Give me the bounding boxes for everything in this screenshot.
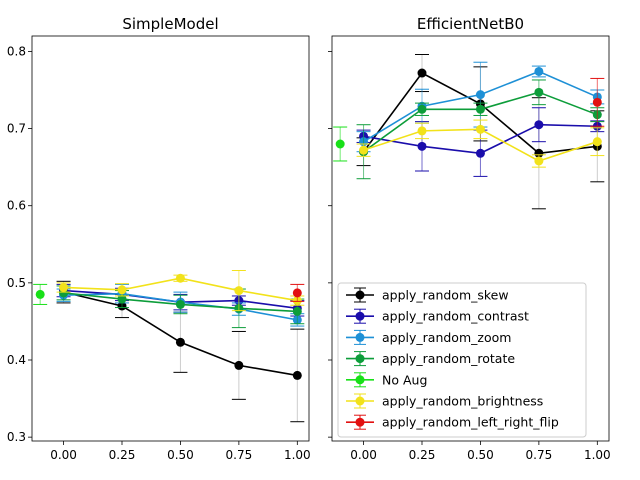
data-point <box>292 306 302 316</box>
data-point <box>534 156 544 166</box>
series-4 <box>333 126 348 162</box>
legend-marker <box>355 375 365 385</box>
y-tick-label: 0.6 <box>7 199 26 213</box>
legend-marker <box>355 354 365 364</box>
data-point <box>335 139 345 149</box>
data-point <box>175 273 185 283</box>
series-5 <box>56 270 305 312</box>
data-point <box>475 104 485 114</box>
legend-label: apply_random_rotate <box>382 351 515 366</box>
x-tick-label: 0.25 <box>409 448 436 462</box>
legend-entry: No Aug <box>346 372 427 388</box>
x-tick-label: 0.50 <box>167 448 194 462</box>
legend-label: apply_random_zoom <box>382 330 511 345</box>
x-tick-label: 1.00 <box>284 448 311 462</box>
series-4 <box>33 283 48 305</box>
data-point <box>534 148 544 158</box>
data-point <box>292 370 302 380</box>
data-point <box>234 360 244 370</box>
legend-box <box>337 282 587 438</box>
data-point <box>359 145 369 155</box>
data-point <box>117 294 127 304</box>
legend-label: apply_random_skew <box>382 288 509 303</box>
x-tick-label: 0.25 <box>109 448 136 462</box>
legend-marker <box>355 311 365 321</box>
data-point <box>534 120 544 130</box>
legend-label: apply_random_left_right_flip <box>382 415 559 430</box>
legend-label: No Aug <box>382 372 427 387</box>
legend-entry: apply_random_skew <box>346 287 509 303</box>
legend: apply_random_skew apply_random_contrastap… <box>337 282 587 438</box>
legend-marker <box>355 290 365 300</box>
chart-panel-0: SimpleModel 0.00 0.25 0.50 0.75 1.00 0.3 0.4 0.5… <box>7 15 311 462</box>
data-point <box>592 137 602 147</box>
plot-frame <box>31 35 310 442</box>
data-point <box>59 282 69 292</box>
plot-area <box>32 36 309 441</box>
data-point <box>475 148 485 158</box>
y-tick-label: 0.7 <box>7 122 26 136</box>
data-point <box>534 66 544 76</box>
chart-title: SimpleModel <box>122 15 218 33</box>
series-5 <box>356 119 605 168</box>
legend-entry: apply_random_zoom <box>346 329 511 345</box>
data-point <box>417 126 427 136</box>
data-point <box>417 104 427 114</box>
series-6 <box>590 77 605 127</box>
data-point <box>35 289 45 299</box>
legend-label: apply_random_brightness <box>382 394 543 409</box>
chart-panel-1: EfficientNetB0 0.00 0.25 0.50 0.75 1.00 apply_… <box>328 15 611 462</box>
legend-entry: apply_random_left_right_flip <box>346 414 559 430</box>
data-point <box>234 286 244 296</box>
legend-entry: apply_random_contrast <box>346 308 529 324</box>
x-tick-label: 0.50 <box>467 448 494 462</box>
data-point <box>175 337 185 347</box>
y-tick-label: 0.8 <box>7 44 26 58</box>
data-point <box>475 124 485 134</box>
x-tick-label: 0.00 <box>50 448 77 462</box>
data-point <box>417 141 427 151</box>
series-6 <box>290 283 305 302</box>
data-point <box>534 87 544 97</box>
y-tick-label: 0.4 <box>7 353 26 367</box>
legend-entry: apply_random_rotate <box>346 351 515 367</box>
data-point <box>117 285 127 295</box>
legend-marker <box>355 332 365 342</box>
legend-marker <box>355 417 365 427</box>
chart-title: EfficientNetB0 <box>417 15 524 33</box>
data-point <box>175 299 185 309</box>
x-tick-label: 0.75 <box>226 448 253 462</box>
y-tick-label: 0.5 <box>7 276 26 290</box>
data-point <box>475 90 485 100</box>
y-tick-label: 0.3 <box>7 430 26 444</box>
data-point <box>292 288 302 298</box>
legend-label: apply_random_contrast <box>382 309 529 324</box>
x-tick-label: 1.00 <box>584 448 611 462</box>
legend-marker <box>355 396 365 406</box>
x-tick-label: 0.00 <box>350 448 377 462</box>
plot-frame <box>331 35 610 442</box>
data-point <box>417 68 427 78</box>
legend-entry: apply_random_brightness <box>346 393 543 409</box>
x-tick-label: 0.75 <box>526 448 553 462</box>
data-point <box>592 97 602 107</box>
